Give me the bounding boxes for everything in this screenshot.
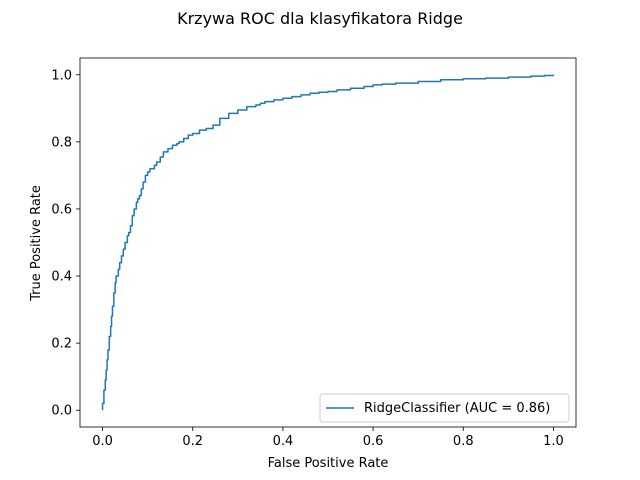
chart-title: Krzywa ROC dla klasyfikatora Ridge — [177, 9, 463, 28]
axes-frame — [79, 57, 577, 428]
x-axis-label: False Positive Rate — [268, 456, 389, 471]
legend-label: RidgeClassifier (AUC = 0.86) — [364, 401, 550, 416]
legend-box — [319, 393, 570, 423]
x-tick-label: 0.2 — [182, 434, 203, 449]
axes-border — [79, 57, 577, 428]
x-tick-label: 0.6 — [363, 434, 384, 449]
y-tick-label: 0.2 — [51, 337, 72, 352]
y-axis-ticks: 0.0 0.2 0.4 0.6 0.8 1.0 — [51, 68, 80, 419]
y-axis-label: True Positive Rate — [29, 185, 44, 302]
x-axis-ticks: 0.0 0.2 0.4 0.6 0.8 1.0 — [92, 427, 564, 449]
y-tick-label: 0.0 — [51, 404, 72, 419]
plot-area — [101, 74, 555, 411]
roc-curve-line — [101, 74, 555, 411]
y-tick-label: 0.6 — [51, 202, 72, 217]
y-tick-label: 1.0 — [51, 68, 72, 83]
x-tick-label: 0.0 — [92, 434, 113, 449]
x-tick-label: 1.0 — [543, 434, 564, 449]
x-tick-label: 0.4 — [273, 434, 294, 449]
y-tick-label: 0.4 — [51, 270, 72, 285]
x-tick-label: 0.8 — [453, 434, 474, 449]
legend: RidgeClassifier (AUC = 0.86) — [319, 393, 570, 423]
y-tick-label: 0.8 — [51, 135, 72, 150]
